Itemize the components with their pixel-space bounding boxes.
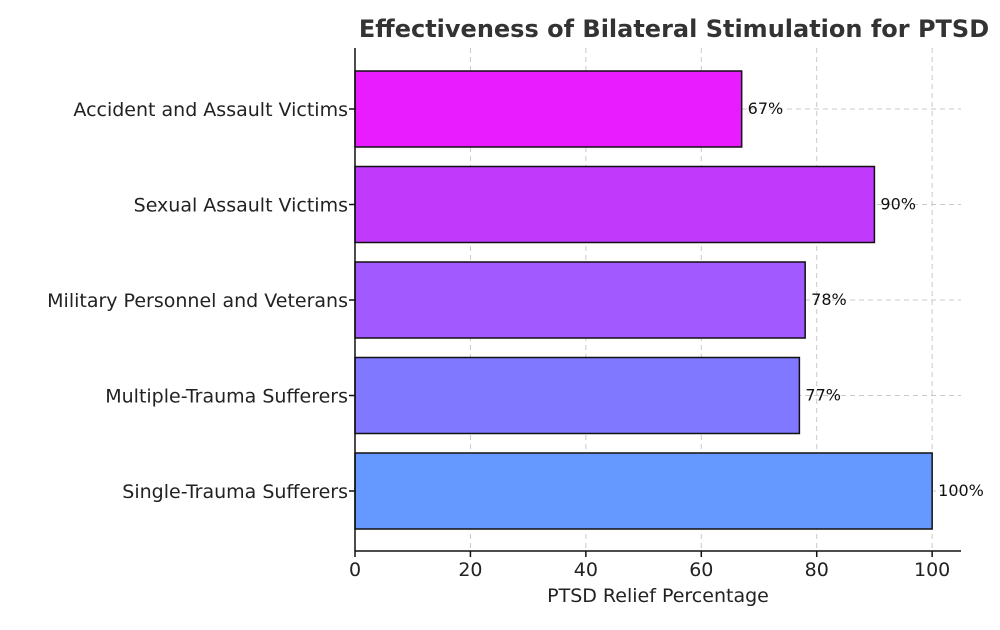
- x-tick-label: 60: [689, 559, 713, 581]
- x-tick-label: 80: [805, 559, 829, 581]
- bars: [354, 70, 933, 530]
- bar: [354, 165, 876, 244]
- category-label: Military Personnel and Veterans: [47, 290, 348, 312]
- x-axis-title: PTSD Relief Percentage: [547, 585, 769, 607]
- category-label: Sexual Assault Victims: [134, 195, 348, 217]
- x-tick-label: 100: [914, 559, 950, 581]
- data-label: 78%: [811, 290, 847, 309]
- bar: [354, 356, 801, 435]
- category-label: Multiple-Trauma Sufferers: [105, 386, 348, 408]
- data-label: 67%: [748, 99, 784, 118]
- category-label: Single-Trauma Sufferers: [122, 481, 348, 503]
- axes: [349, 48, 961, 557]
- category-label: Accident and Assault Victims: [73, 99, 348, 121]
- labels: 0 20 40 60 80 100 Accident and Assault Victims…: [47, 99, 984, 581]
- bar: [354, 261, 806, 339]
- x-tick-label: 0: [349, 559, 361, 581]
- x-tick-label: 40: [574, 559, 598, 581]
- bar: [354, 70, 743, 148]
- data-label: 77%: [805, 386, 841, 405]
- data-label: 90%: [880, 195, 916, 214]
- bar: [354, 452, 933, 530]
- data-label: 100%: [938, 481, 984, 500]
- x-tick-label: 20: [458, 559, 482, 581]
- chart-title: Effectiveness of Bilateral Stimulation f…: [359, 15, 989, 43]
